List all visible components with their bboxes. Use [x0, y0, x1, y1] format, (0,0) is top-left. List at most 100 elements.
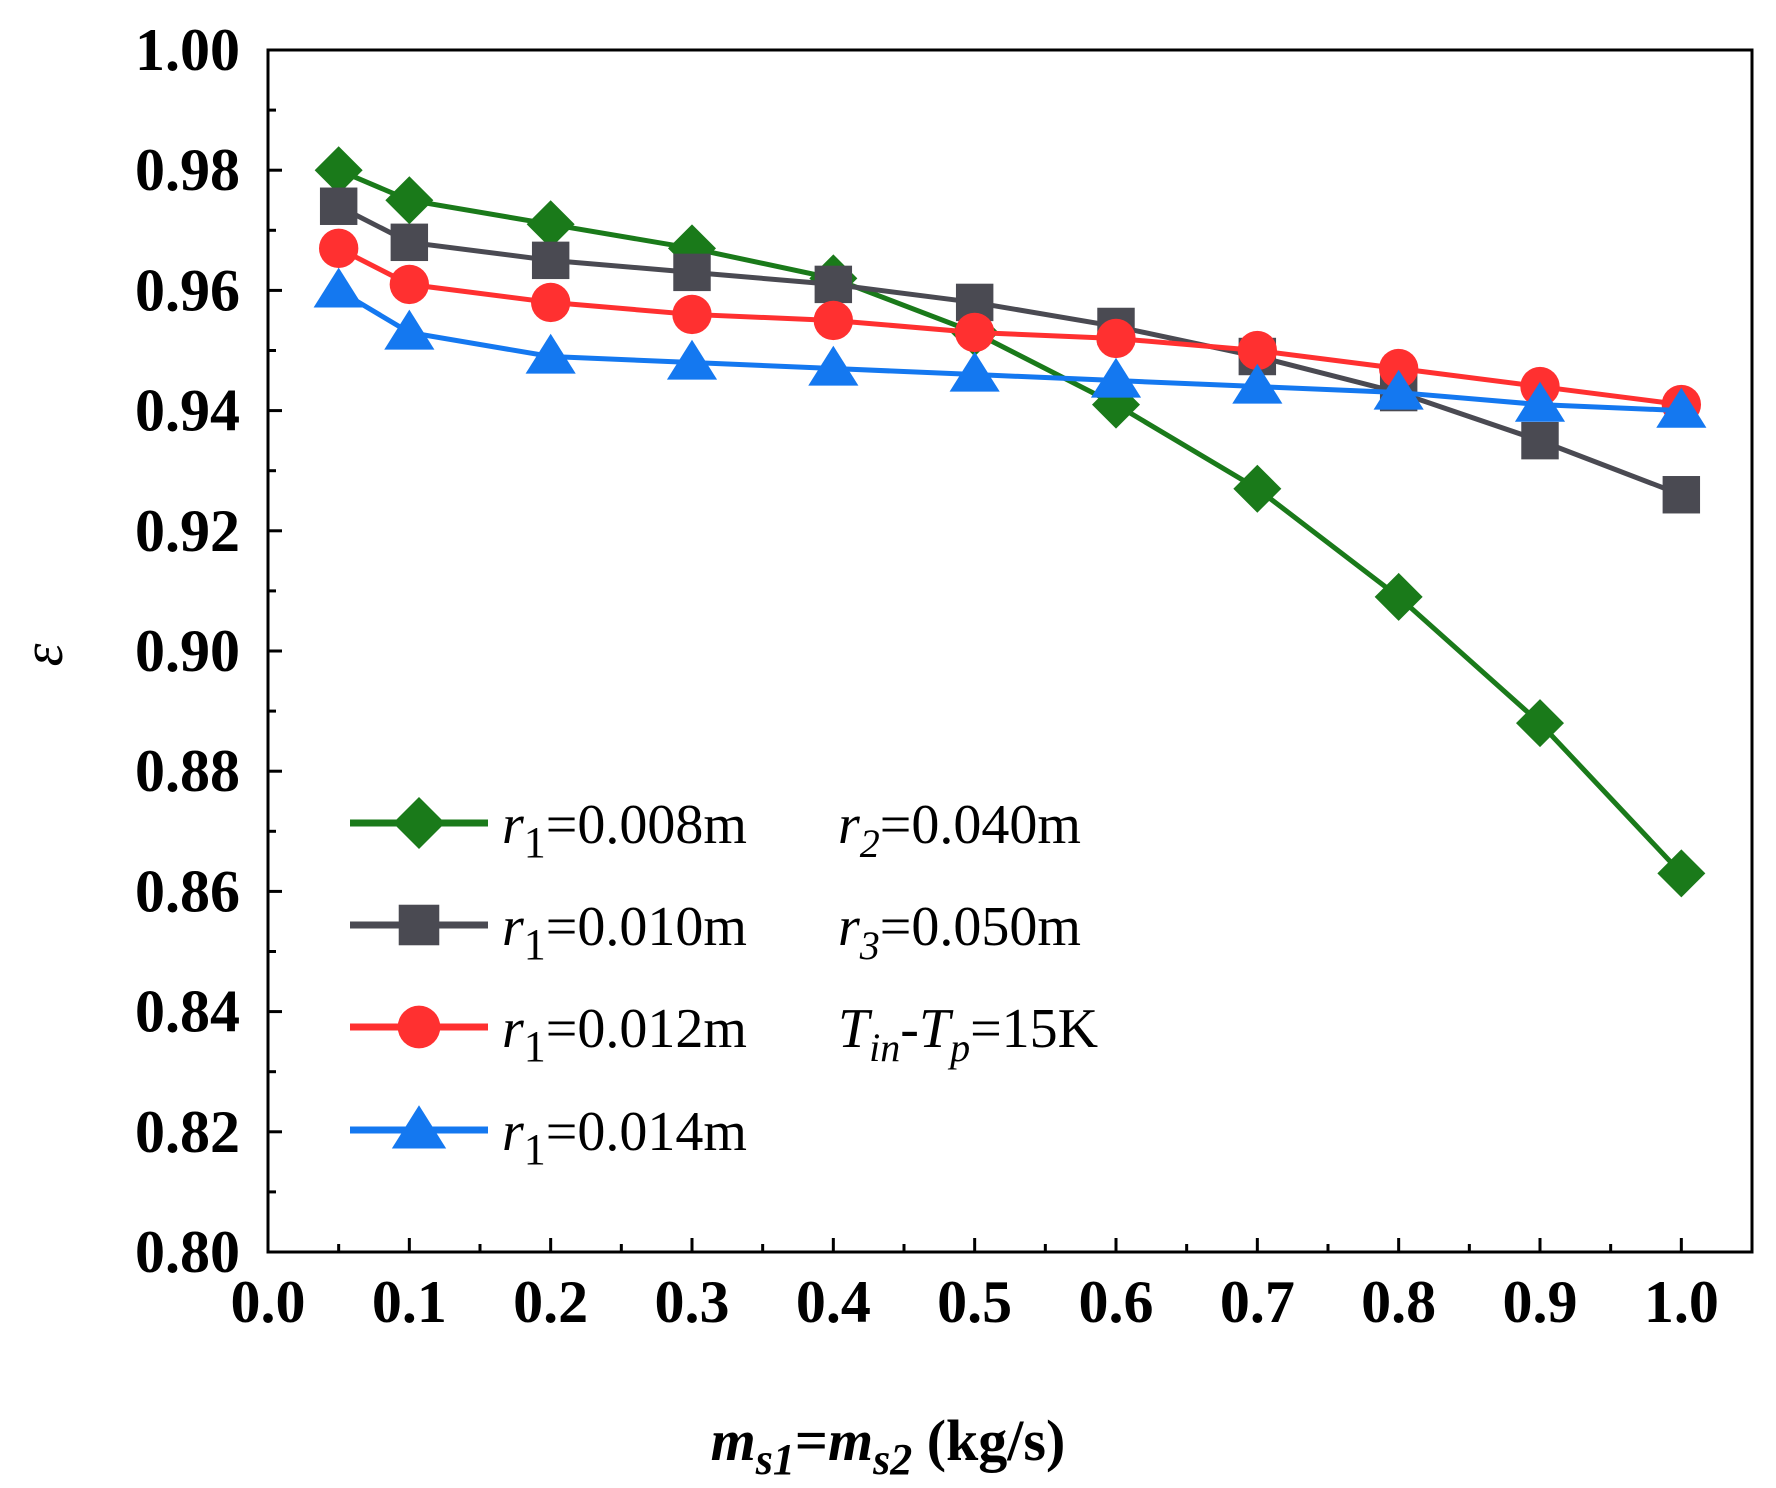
legend-marker: [391, 1105, 447, 1149]
data-point: [318, 228, 359, 269]
note-var: T: [838, 998, 873, 1060]
data-point: [672, 294, 712, 335]
data-point: [526, 200, 575, 249]
data-point: [314, 146, 363, 195]
data-point: [666, 339, 718, 380]
x-axis-title-sub1: s1: [755, 1435, 795, 1484]
legend-note: r3=0.050m: [838, 896, 1081, 968]
data-point: [531, 241, 570, 280]
legend-entry: r1=0.012m Tin-Tp=15K: [350, 998, 1098, 1071]
x-axis-title-var1: m: [711, 1408, 756, 1473]
note-var: r: [838, 794, 860, 856]
note-value: =15K: [970, 998, 1098, 1060]
note-var: r: [838, 896, 860, 958]
y-axis-title: ε: [10, 643, 75, 666]
x-axis-title-sub2: s2: [872, 1435, 912, 1484]
legend-sub: 1: [524, 920, 546, 969]
y-tick-label: 0.92: [135, 498, 240, 564]
y-tick-label: 0.96: [135, 257, 240, 323]
data-point: [1514, 381, 1566, 422]
x-tick-label: 0.3: [655, 1269, 730, 1335]
legend-var: r: [502, 998, 524, 1060]
legend-marker: [397, 1005, 441, 1049]
data-point: [1374, 572, 1423, 621]
data-point: [1662, 476, 1701, 514]
x-tick-label: 0.2: [513, 1269, 588, 1335]
x-tick-label: 0.1: [372, 1269, 447, 1335]
x-axis-title-unit: (kg/s): [912, 1408, 1065, 1473]
legend-var: r: [502, 896, 524, 958]
data-point: [808, 345, 859, 386]
data-point: [1378, 348, 1419, 389]
data-point: [385, 176, 434, 225]
legend-var: r: [502, 1101, 524, 1163]
legend-label: r1=0.008m: [502, 794, 747, 867]
y-tick-label: 0.86: [135, 858, 240, 924]
data-point: [949, 351, 1000, 392]
y-axis: 0.80 0.82 0.84 0.86 0.88 0.90 0.92 0.94 0.96 0.98…: [135, 17, 282, 1285]
legend-value: =0.010m: [546, 896, 747, 958]
data-point: [954, 312, 995, 353]
data-point: [313, 267, 364, 308]
note-sub: in: [869, 1025, 900, 1070]
legend-value: =0.008m: [546, 794, 747, 856]
data-point: [530, 282, 571, 323]
note-sub: 2: [860, 821, 880, 866]
x-axis-title-var2: m: [828, 1408, 873, 1473]
data-point: [390, 223, 429, 262]
legend-marker: [393, 797, 445, 849]
legend-value: =0.012m: [546, 998, 747, 1060]
legend-marker: [398, 904, 440, 946]
note-value: =0.050m: [880, 896, 1081, 958]
x-tick-label: 0.4: [796, 1269, 871, 1335]
data-point: [813, 300, 854, 341]
legend-label: r1=0.010m: [502, 896, 747, 969]
note-sub: 3: [859, 923, 880, 968]
legend-value: =0.014m: [546, 1101, 747, 1163]
data-point: [814, 265, 853, 304]
legend-entry: r1=0.010m r3=0.050m: [350, 896, 1081, 969]
data-point: [384, 309, 435, 350]
legend-sub: 1: [524, 818, 546, 867]
y-tick-label: 0.84: [135, 979, 240, 1045]
series-layer: [313, 146, 1707, 898]
y-tick-label: 0.94: [135, 378, 240, 444]
data-point: [389, 264, 430, 305]
y-tick-label: 0.82: [135, 1099, 240, 1165]
legend-var: r: [502, 794, 524, 856]
y-tick-label: 0.98: [135, 137, 240, 203]
data-point: [673, 253, 711, 292]
data-point: [1656, 387, 1707, 428]
data-point: [525, 333, 576, 374]
x-axis-title: ms1=ms2 (kg/s): [711, 1408, 1066, 1484]
data-point: [1373, 369, 1424, 410]
note-mid: -: [900, 998, 919, 1060]
y-tick-label: 0.88: [135, 738, 240, 804]
x-axis: 0.0 0.1 0.2 0.3 0.4 0.5 0.6 0.7 0.8 0.9 1.0: [231, 1238, 1719, 1335]
data-point: [1090, 357, 1142, 398]
legend-entry: r1=0.008m r2=0.040m: [350, 794, 1081, 867]
x-tick-label: 0.9: [1503, 1269, 1578, 1335]
series-triangle: [313, 267, 1707, 428]
legend-entry: r1=0.014m: [350, 1101, 747, 1174]
data-point: [319, 187, 358, 225]
x-tick-label: 0.8: [1361, 1269, 1436, 1335]
y-tick-label: 0.80: [135, 1219, 240, 1285]
data-point: [1516, 699, 1564, 748]
legend-label: r1=0.014m: [502, 1101, 747, 1174]
x-tick-label: 0.7: [1220, 1269, 1295, 1335]
data-point: [1096, 318, 1136, 359]
data-point: [1237, 330, 1278, 371]
data-point: [1657, 849, 1706, 898]
legend-note: Tin-Tp=15K: [838, 998, 1098, 1070]
y-tick-label: 0.90: [135, 618, 240, 684]
x-tick-label: 1.0: [1644, 1269, 1719, 1335]
note-value: =0.040m: [880, 794, 1081, 856]
data-point: [1232, 363, 1283, 404]
note-var2: T: [919, 998, 954, 1060]
legend-sub: 1: [524, 1125, 546, 1174]
data-point: [1233, 464, 1282, 513]
y-tick-label: 1.00: [135, 17, 240, 83]
